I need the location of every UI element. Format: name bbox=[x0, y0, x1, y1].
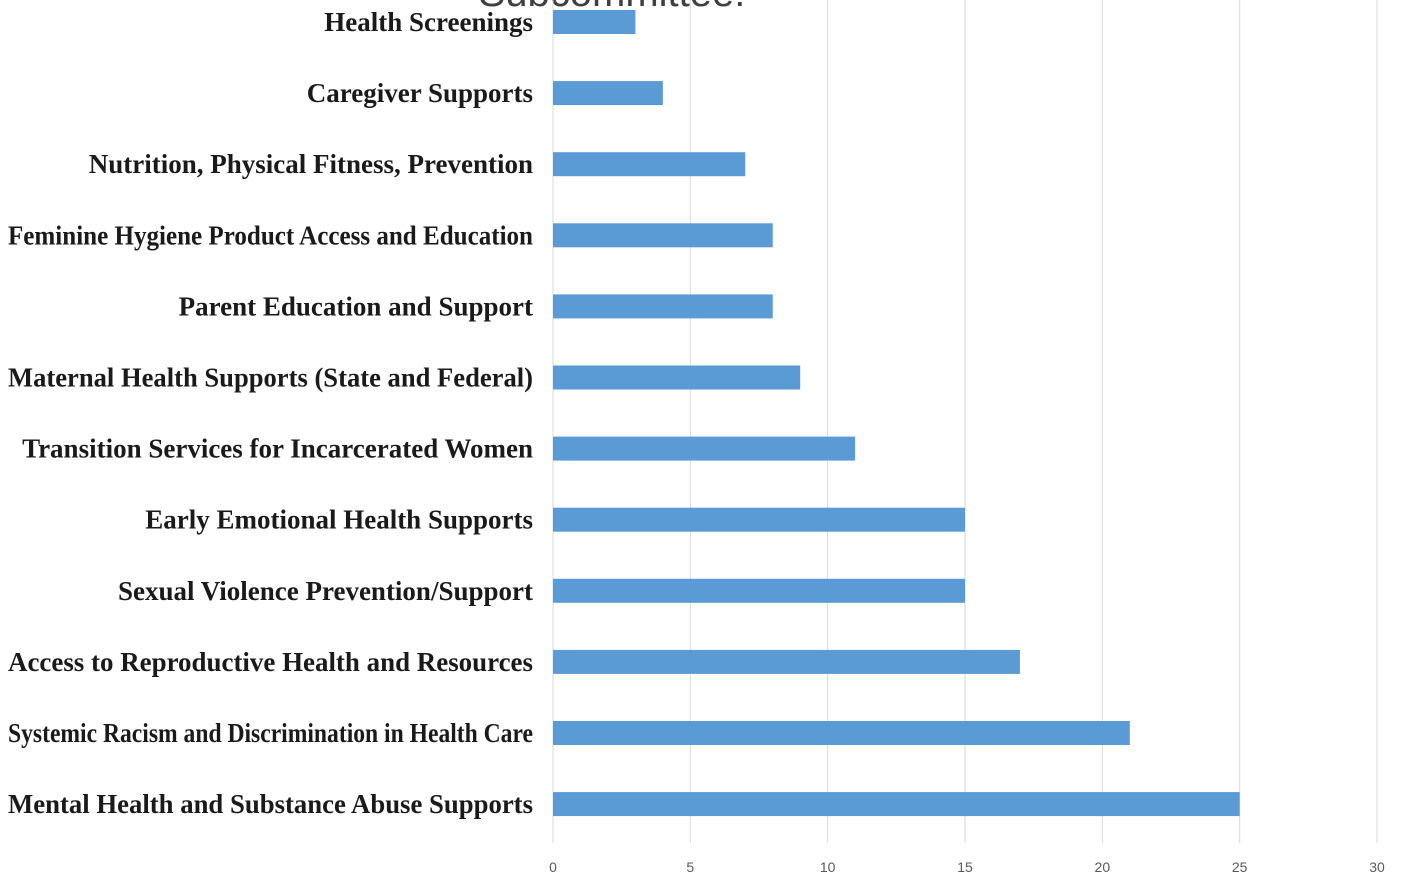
category-label: Feminine Hygiene Product Access and Educ… bbox=[8, 220, 533, 250]
x-tick-label: 5 bbox=[686, 859, 694, 875]
category-label: Early Emotional Health Supports bbox=[145, 505, 533, 535]
category-labels: Health Screenings Caregiver Supports Nutri… bbox=[8, 7, 533, 819]
category-label: Caregiver Supports bbox=[307, 78, 533, 108]
x-tick-label: 10 bbox=[820, 859, 836, 875]
category-label: Mental Health and Substance Abuse Suppor… bbox=[8, 789, 533, 819]
x-tick-label: 20 bbox=[1095, 859, 1111, 875]
category-label: Parent Education and Support bbox=[179, 291, 533, 321]
chart-title-fragment: Subcommittee: bbox=[479, 0, 746, 15]
bar bbox=[553, 223, 773, 248]
bars bbox=[553, 10, 1240, 817]
bar bbox=[553, 721, 1130, 745]
bar bbox=[553, 81, 663, 106]
category-label: Health Screenings bbox=[324, 7, 533, 37]
bar bbox=[553, 365, 801, 390]
x-tick-label: 15 bbox=[957, 859, 973, 875]
category-label: Systemic Racism and Discrimination in He… bbox=[8, 718, 533, 748]
bar bbox=[553, 436, 856, 461]
bar bbox=[553, 152, 746, 177]
bar bbox=[553, 649, 1020, 674]
bar bbox=[553, 294, 773, 319]
category-label: Transition Services for Incarcerated Wom… bbox=[22, 434, 533, 464]
category-label: Maternal Health Supports (State and Fede… bbox=[8, 363, 533, 393]
bar bbox=[553, 578, 965, 603]
bar bbox=[553, 10, 636, 34]
bar bbox=[553, 792, 1240, 817]
x-tick-label: 0 bbox=[549, 859, 557, 875]
category-label: Nutrition, Physical Fitness, Prevention bbox=[89, 149, 533, 179]
category-label: Access to Reproductive Health and Resour… bbox=[8, 647, 533, 677]
bar bbox=[553, 507, 965, 532]
category-label: Sexual Violence Prevention/Support bbox=[118, 576, 533, 606]
x-tick-label: 25 bbox=[1232, 859, 1248, 875]
gridlines bbox=[552, 0, 1378, 843]
x-tick-label: 30 bbox=[1369, 859, 1385, 875]
x-axis-tick-labels: 0 5 10 15 20 25 30 bbox=[549, 859, 1385, 875]
